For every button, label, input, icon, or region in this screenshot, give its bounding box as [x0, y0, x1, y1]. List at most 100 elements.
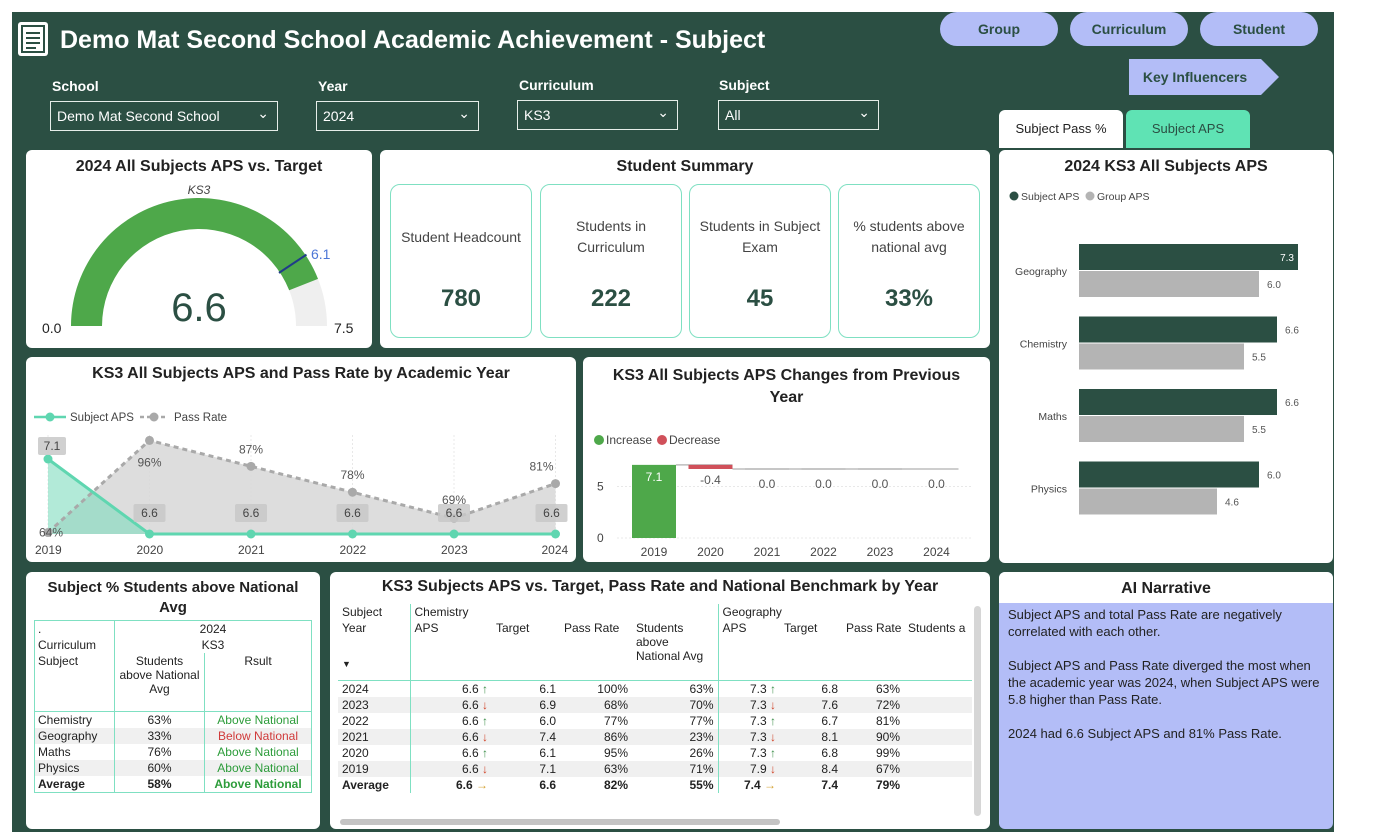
- filter-subject-label: Subject: [719, 77, 770, 93]
- bar-geography-0[interactable]: [1079, 244, 1298, 270]
- pass-rate-line[interactable]: [46, 438, 556, 534]
- pass-rate-point[interactable]: [348, 487, 357, 497]
- waterfall-bar-2019[interactable]: [632, 464, 676, 538]
- tab-subject-pass[interactable]: Subject Pass %: [999, 110, 1123, 148]
- row-subject: Physics: [34, 759, 115, 776]
- subject-exam-value: 45: [746, 285, 774, 312]
- tab-subject-aps[interactable]: Subject APS: [1126, 110, 1250, 148]
- geo-target: 8.4: [821, 761, 839, 776]
- legend-decrease-marker: [657, 435, 667, 445]
- matrix-scroll-area[interactable]: Subject Chemistry Geography Year ▼ APS T…: [338, 604, 972, 818]
- bar-value-label: 4.6: [1225, 498, 1239, 509]
- bar-physics-0[interactable]: [1079, 461, 1259, 488]
- pass-rate-point[interactable]: [43, 528, 53, 538]
- filter-year-select[interactable]: 2024 ⌄: [316, 101, 479, 131]
- nav-curriculum-button[interactable]: Curriculum: [1070, 12, 1188, 46]
- trend-down-icon: ↓: [482, 761, 488, 776]
- aps-changes-waterfall-chart[interactable]: Increase Decrease 0 5 7.1 2019 -0.4 2020 0.0 2021…: [583, 357, 990, 562]
- narrative-paragraph: 2024 had 6.6 Subject APS and 81% Pass Ra…: [1008, 726, 1282, 741]
- legend-pass-rate-marker: [149, 412, 159, 422]
- page-title: Demo Mat Second School Academic Achievem…: [60, 26, 766, 54]
- chem-aps: 6.6: [461, 761, 479, 776]
- legend-subject-aps-marker: [1009, 191, 1019, 201]
- table-row: Chemistry 63% Above National: [34, 711, 312, 728]
- subject-aps-point[interactable]: [551, 529, 560, 539]
- waterfall-title: KS3 All Subjects APS Changes from Previo…: [612, 367, 961, 406]
- table-row: 2023 6.6 ↓ 6.9 68% 70% 7.3 ↓ 7.6 72%: [338, 696, 972, 713]
- subject-aps-label: 6.6: [141, 506, 158, 520]
- filter-curriculum-select[interactable]: KS3 ⌄: [517, 100, 678, 130]
- pass-rate-point[interactable]: [246, 461, 256, 471]
- subject-aps-label: 7.1: [44, 439, 61, 453]
- table-avg-label: Average: [34, 775, 115, 792]
- subject-aps-bar-card: 2024 KS3 All Subjects APS Subject APS Gro…: [999, 150, 1333, 563]
- chem-aps: 6.6: [461, 729, 479, 744]
- bar-physics-1[interactable]: [1079, 488, 1217, 515]
- chem-students: 77%: [632, 712, 719, 729]
- subject-aps-label-box: [38, 437, 66, 455]
- table-header-ks: KS3: [201, 638, 225, 652]
- chem-aps-cell: 6.6 ↑: [410, 745, 492, 761]
- above-national-label: % students above national avg: [853, 218, 965, 255]
- waterfall-value-label: 7.1: [646, 470, 663, 484]
- row-result: Above National: [217, 760, 299, 775]
- national-avg-table-card: Subject % Students above National Avg . …: [26, 572, 320, 829]
- row-pct: 63%: [114, 711, 205, 728]
- chevron-down-icon: ⌄: [858, 104, 870, 120]
- national-table-title: Subject % Students above National Avg: [47, 579, 299, 616]
- x-tick-label: 2024: [923, 545, 950, 559]
- student-summary-card: Student Summary Student Headcount 780 St…: [380, 150, 990, 348]
- row-subject: Maths: [34, 743, 115, 760]
- key-influencers-label: Key Influencers: [1142, 69, 1248, 85]
- nav-group-button[interactable]: Group: [940, 12, 1058, 46]
- key-influencers-button[interactable]: Key Influencers: [1129, 59, 1279, 95]
- chevron-down-icon: ⌄: [657, 104, 669, 120]
- trend-up-icon: ↑: [770, 713, 777, 728]
- subject-aps-bar-chart[interactable]: Subject APS Group APS Geography 7.3 6.0 Chemi…: [999, 150, 1333, 563]
- bar-chemistry-0[interactable]: [1079, 316, 1277, 343]
- row-pct: 76%: [114, 743, 205, 760]
- subject-aps-label-box: [438, 504, 470, 522]
- subject-aps-point[interactable]: [145, 529, 154, 539]
- subject-aps-point[interactable]: [43, 454, 53, 464]
- chem-students: 71%: [632, 760, 719, 777]
- bar-maths-1[interactable]: [1079, 416, 1244, 442]
- pass-rate-point[interactable]: [551, 479, 560, 489]
- bar-chemistry-1[interactable]: [1079, 343, 1244, 370]
- category-label-physics: Physics: [1031, 484, 1067, 496]
- gauge-min-label: 0.0: [42, 320, 62, 336]
- table-row: 2021 6.6 ↓ 7.4 86% 23% 7.3 ↓ 8.1 90%: [338, 728, 972, 745]
- geo-passrate: 81%: [875, 713, 901, 728]
- waterfall-bar-2020[interactable]: [688, 464, 733, 469]
- subject-exam-box: Students in Subject Exam 45: [689, 184, 831, 338]
- x-tick-label: 2020: [137, 543, 164, 557]
- category-label-maths: Maths: [1038, 411, 1067, 423]
- subject-aps-point[interactable]: [449, 529, 459, 539]
- pass-rate-label: 69%: [442, 493, 466, 507]
- category-label-chemistry: Chemistry: [1020, 339, 1068, 351]
- geo-aps: 7.3: [749, 745, 767, 760]
- summary-title: Student Summary: [616, 158, 754, 175]
- narrative-title: AI Narrative: [1121, 580, 1211, 597]
- filter-school-select[interactable]: Demo Mat Second School ⌄: [50, 101, 278, 131]
- pass-rate-point[interactable]: [145, 435, 154, 445]
- filter-subject-select[interactable]: All ⌄: [718, 100, 879, 130]
- bar-geography-1[interactable]: [1079, 271, 1259, 297]
- geo-target: 7.4: [821, 777, 839, 792]
- sort-down-icon[interactable]: ▼: [342, 659, 351, 669]
- subject-aps-line[interactable]: [47, 457, 556, 536]
- horizontal-scrollbar[interactable]: [340, 819, 780, 825]
- aps-passrate-line-chart[interactable]: Subject APS Pass Rate 64% 96% 87% 78% 69% 81% 7.…: [26, 357, 576, 562]
- vertical-scrollbar[interactable]: [974, 606, 981, 816]
- matrix-title: KS3 Subjects APS vs. Target, Pass Rate a…: [381, 578, 939, 595]
- matrix-col-passrate2: Pass Rate: [846, 621, 902, 635]
- filter-school-label: School: [52, 78, 99, 94]
- nav-student-button[interactable]: Student: [1200, 12, 1318, 46]
- national-avg-table: . 2024 Curriculum KS3 Subject Students a…: [34, 620, 312, 793]
- row-year: 2022: [338, 712, 411, 729]
- subject-aps-point[interactable]: [246, 529, 256, 539]
- bar-maths-0[interactable]: [1079, 389, 1277, 415]
- chem-students: 63%: [632, 680, 719, 697]
- geo-aps-cell: 7.3 ↓: [718, 729, 780, 745]
- subject-aps-point[interactable]: [348, 529, 357, 539]
